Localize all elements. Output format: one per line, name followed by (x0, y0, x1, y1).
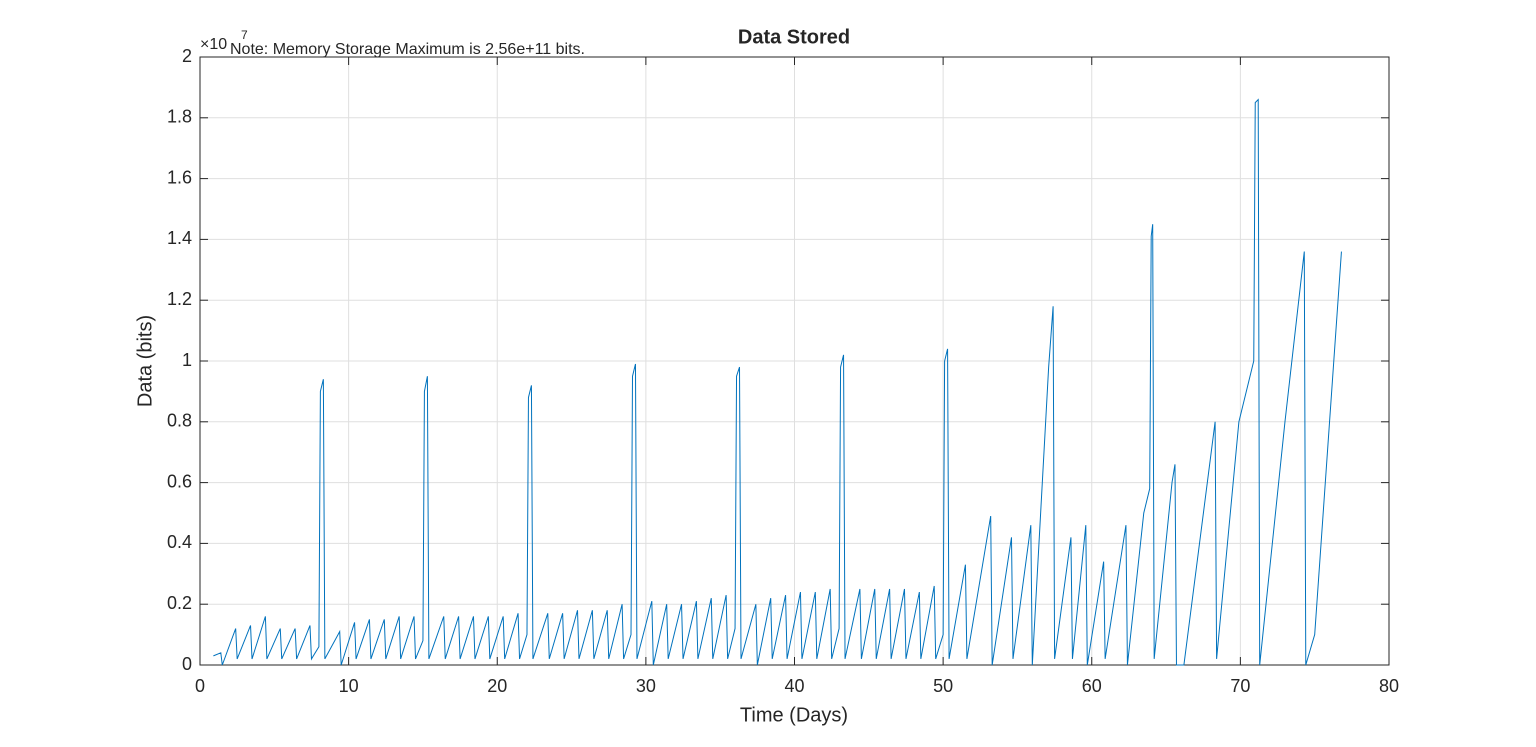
x-tick-label: 80 (1379, 676, 1399, 696)
y-tick-label: 0.6 (167, 471, 192, 491)
x-tick-label: 10 (339, 676, 359, 696)
y-multiplier-exponent: 7 (241, 28, 248, 42)
y-tick-label: 0 (182, 654, 192, 674)
axes-box (199, 56, 1390, 666)
chart-title: Data Stored (738, 26, 850, 48)
y-tick-label: 1 (182, 350, 192, 370)
annotation: Note: Memory Storage Maximum is 2.56e+11… (230, 41, 585, 58)
y-tick-label: 0.4 (167, 532, 192, 552)
y-tick-label: 0.2 (167, 593, 192, 613)
y-tick-label: 0.8 (167, 411, 192, 431)
x-tick-label: 60 (1082, 676, 1102, 696)
x-tick-label: 50 (933, 676, 953, 696)
y-tick-label: 1.8 (167, 107, 192, 127)
y-tick-label: 2 (182, 46, 192, 66)
y-tick-label: 1.2 (167, 289, 192, 309)
y-axis-label: Data (bits) (134, 315, 156, 407)
x-tick-label: 20 (487, 676, 507, 696)
y-multiplier-base: ×10 (200, 36, 227, 53)
x-tick-label: 30 (636, 676, 656, 696)
x-axis-label: Time (Days) (740, 704, 848, 726)
y-tick-label: 1.6 (167, 167, 192, 187)
x-tick-label: 0 (195, 676, 205, 696)
y-tick-label: 1.4 (167, 228, 192, 248)
data-line (213, 98, 1342, 666)
x-tick-label: 40 (784, 676, 804, 696)
x-tick-label: 70 (1230, 676, 1250, 696)
